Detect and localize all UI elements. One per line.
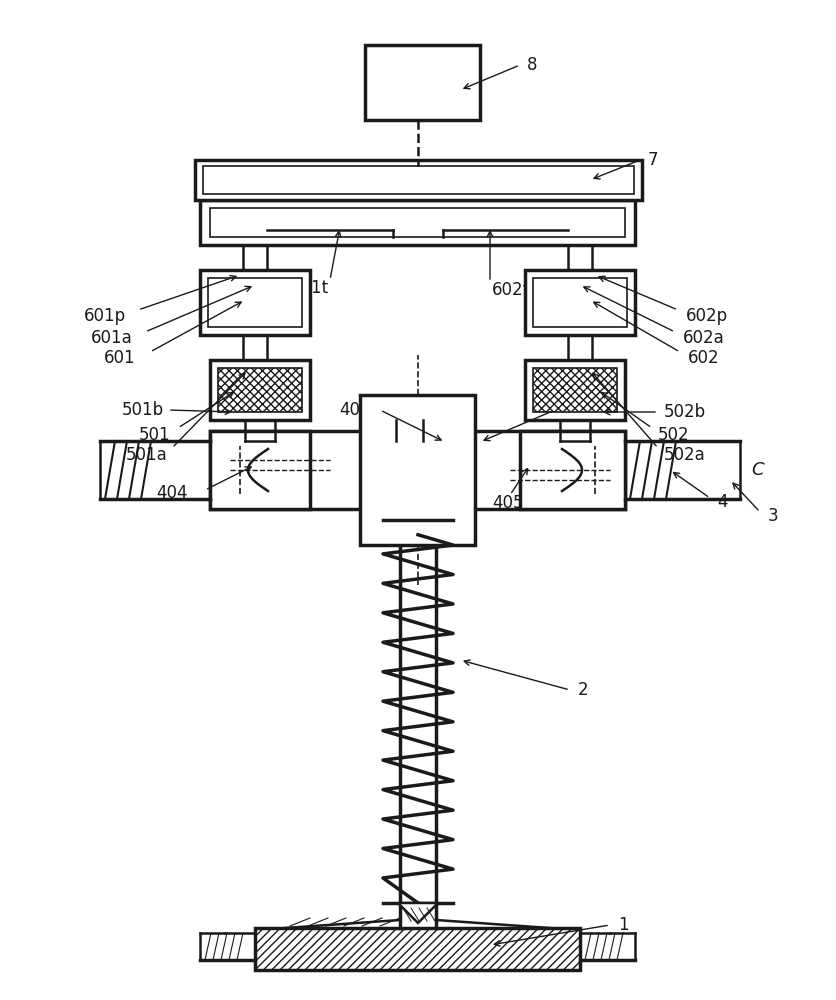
Text: 401: 401 [339,401,371,419]
Text: 601p: 601p [84,307,126,325]
Bar [210,431,310,509]
Text: 502b: 502b [664,403,706,421]
Bar [210,360,310,420]
Bar [203,166,634,194]
Text: 602a: 602a [683,329,725,347]
Text: 501a: 501a [126,446,168,464]
Bar [210,208,625,237]
Bar [255,928,580,970]
Text: 601t: 601t [291,279,329,297]
Text: C: C [752,461,764,479]
Text: 501b: 501b [122,401,164,419]
Text: 4: 4 [717,493,727,511]
Bar [200,270,310,335]
Text: 501: 501 [139,426,171,444]
Text: 502a: 502a [664,446,706,464]
Bar [533,368,617,412]
Text: 1: 1 [618,916,629,934]
Text: 3: 3 [768,507,778,525]
Text: 405: 405 [492,494,523,512]
Bar [520,431,625,509]
Bar [365,45,480,120]
Text: 602p: 602p [686,307,728,325]
Bar [208,278,302,327]
Bar [360,395,475,545]
Text: 601: 601 [104,349,135,367]
Bar [533,278,627,327]
Text: 601a: 601a [91,329,133,347]
Bar [210,431,625,509]
Text: 602: 602 [688,349,720,367]
Text: 502: 502 [658,426,690,444]
Text: 7: 7 [648,151,659,169]
Bar [218,368,302,412]
Text: 404: 404 [156,484,188,502]
Bar [525,360,625,420]
Text: 402: 402 [562,401,594,419]
Bar [195,160,642,200]
Polygon shape [398,903,438,923]
Text: 8: 8 [527,56,538,74]
Bar [200,200,635,245]
Text: 602t: 602t [492,281,530,299]
Text: 2: 2 [578,681,589,699]
Bar [525,270,635,335]
